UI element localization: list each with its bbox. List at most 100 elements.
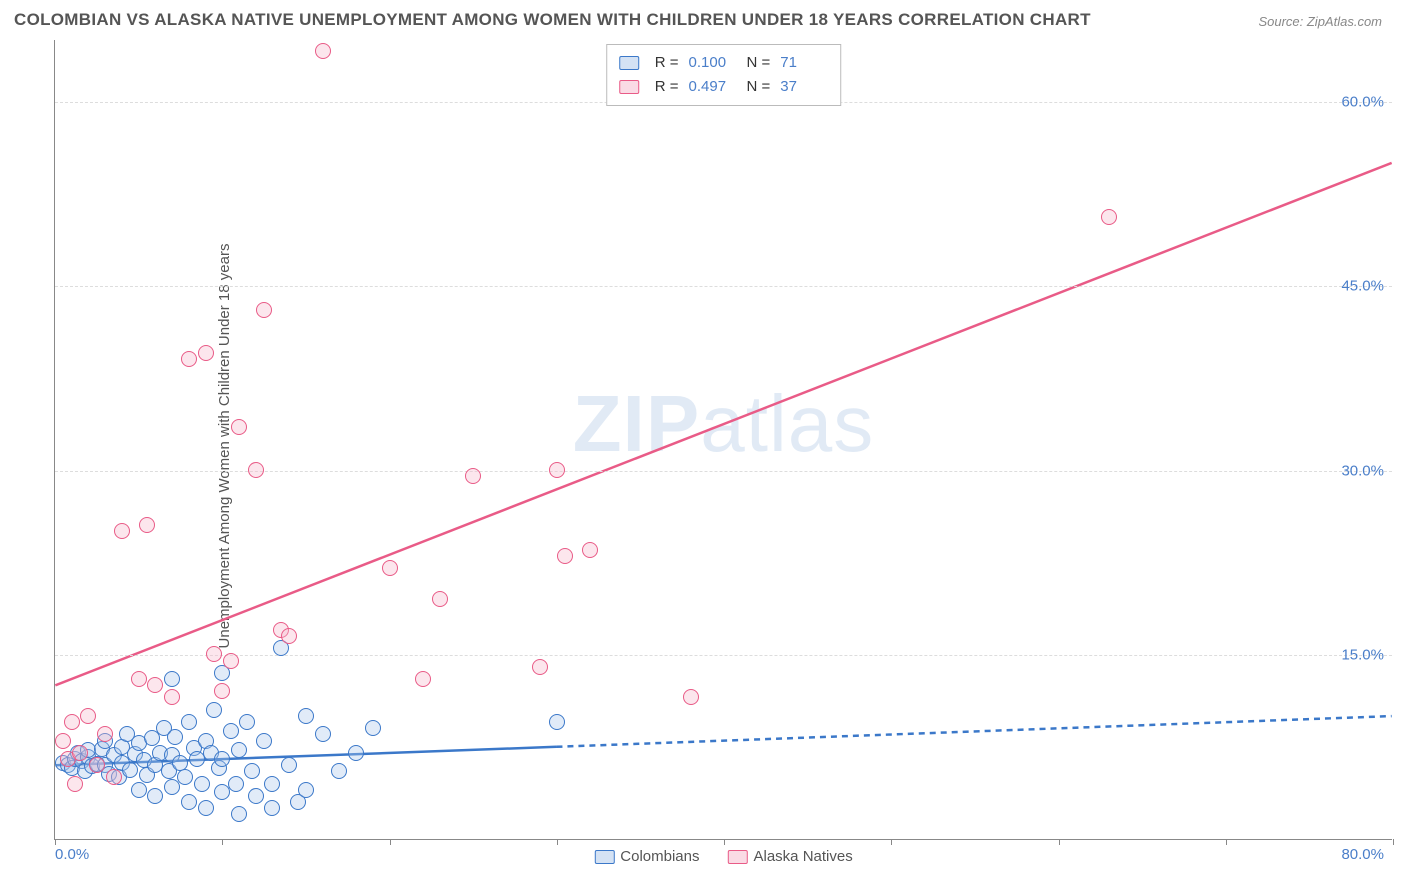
data-point [432, 591, 448, 607]
data-point [181, 351, 197, 367]
data-point [131, 671, 147, 687]
legend-swatch [594, 850, 614, 864]
n-value: 37 [780, 75, 828, 99]
x-tick-mark [557, 839, 558, 845]
x-tick-mark [222, 839, 223, 845]
n-label: N = [747, 75, 771, 99]
data-point [122, 762, 138, 778]
data-point [177, 769, 193, 785]
x-tick-max: 80.0% [1341, 846, 1384, 863]
data-point [89, 757, 105, 773]
data-point [164, 689, 180, 705]
data-point [214, 683, 230, 699]
source-label: Source: ZipAtlas.com [1258, 14, 1382, 29]
gridline [55, 655, 1392, 656]
data-point [206, 702, 222, 718]
data-point [106, 769, 122, 785]
y-tick-label: 45.0% [1341, 278, 1384, 295]
n-label: N = [747, 51, 771, 75]
chart-title: COLOMBIAN VS ALASKA NATIVE UNEMPLOYMENT … [14, 10, 1091, 30]
data-point [228, 776, 244, 792]
data-point [72, 745, 88, 761]
correlation-stats-box: R = 0.100 N = 71R = 0.497 N = 37 [606, 44, 842, 106]
x-tick-mark [724, 839, 725, 845]
r-label: R = [655, 75, 679, 99]
data-point [244, 763, 260, 779]
data-point [181, 794, 197, 810]
data-point [64, 714, 80, 730]
data-point [147, 788, 163, 804]
stats-row: R = 0.100 N = 71 [619, 51, 829, 75]
data-point [264, 776, 280, 792]
legend-swatch [619, 80, 639, 94]
data-point [67, 776, 83, 792]
data-point [281, 757, 297, 773]
stats-row: R = 0.497 N = 37 [619, 75, 829, 99]
x-tick-mark [891, 839, 892, 845]
x-tick-mark [55, 839, 56, 845]
legend-item: Alaska Natives [728, 848, 853, 865]
r-value: 0.100 [689, 51, 737, 75]
data-point [382, 560, 398, 576]
data-point [239, 714, 255, 730]
x-tick-mark [1393, 839, 1394, 845]
data-point [167, 729, 183, 745]
data-point [281, 628, 297, 644]
watermark: ZIPatlas [573, 378, 874, 470]
data-point [365, 720, 381, 736]
data-point [465, 468, 481, 484]
data-point [181, 714, 197, 730]
scatter-plot-area: ZIPatlas R = 0.100 N = 71R = 0.497 N = 3… [54, 40, 1392, 840]
data-point [231, 806, 247, 822]
data-point [248, 788, 264, 804]
trend-lines-layer [55, 40, 1392, 839]
data-point [80, 708, 96, 724]
legend-item: Colombians [594, 848, 699, 865]
data-point [256, 733, 272, 749]
trend-line-dashed [556, 716, 1391, 747]
data-point [298, 708, 314, 724]
data-point [223, 723, 239, 739]
series-legend: Colombians Alaska Natives [594, 848, 852, 865]
data-point [557, 548, 573, 564]
data-point [131, 782, 147, 798]
data-point [164, 671, 180, 687]
data-point [248, 462, 264, 478]
data-point [214, 751, 230, 767]
gridline [55, 286, 1392, 287]
data-point [55, 733, 71, 749]
data-point [147, 677, 163, 693]
x-tick-mark [1226, 839, 1227, 845]
data-point [97, 726, 113, 742]
legend-label: Colombians [620, 848, 699, 865]
data-point [264, 800, 280, 816]
x-tick-mark [390, 839, 391, 845]
data-point [348, 745, 364, 761]
data-point [549, 714, 565, 730]
y-tick-label: 60.0% [1341, 93, 1384, 110]
data-point [206, 646, 222, 662]
data-point [1101, 209, 1117, 225]
data-point [415, 671, 431, 687]
data-point [298, 782, 314, 798]
data-point [194, 776, 210, 792]
trend-line-solid [55, 163, 1391, 685]
data-point [198, 345, 214, 361]
n-value: 71 [780, 51, 828, 75]
data-point [532, 659, 548, 675]
data-point [331, 763, 347, 779]
data-point [256, 302, 272, 318]
data-point [582, 542, 598, 558]
y-tick-label: 30.0% [1341, 462, 1384, 479]
legend-swatch [619, 56, 639, 70]
data-point [139, 517, 155, 533]
legend-label: Alaska Natives [754, 848, 853, 865]
r-label: R = [655, 51, 679, 75]
data-point [231, 419, 247, 435]
data-point [683, 689, 699, 705]
y-tick-label: 15.0% [1341, 647, 1384, 664]
data-point [549, 462, 565, 478]
r-value: 0.497 [689, 75, 737, 99]
data-point [172, 755, 188, 771]
x-tick-mark [1059, 839, 1060, 845]
